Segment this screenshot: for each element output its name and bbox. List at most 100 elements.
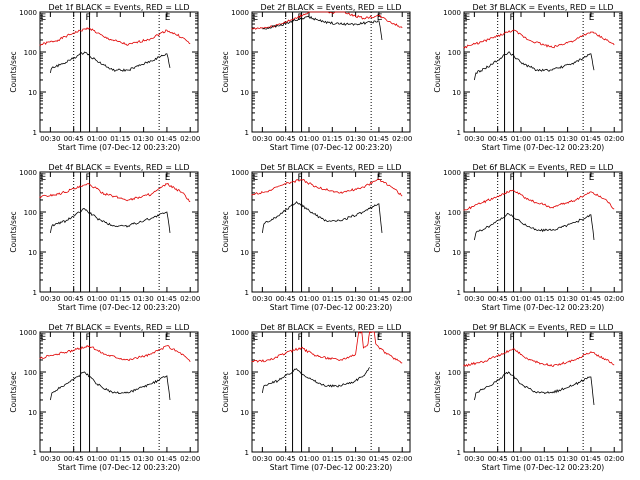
marker-label: E (377, 173, 383, 183)
x-tick-label: 00:45 (488, 295, 508, 303)
plot-frame (39, 11, 199, 133)
events-series-line (50, 371, 171, 401)
x-tick-label: 01:15 (110, 135, 130, 143)
marker-label: E (252, 173, 258, 183)
marker-label: E (464, 173, 470, 183)
x-tick-label: 01:00 (511, 455, 531, 463)
lld-series-line (463, 348, 615, 368)
marker-label: E (252, 13, 258, 23)
x-tick-label: 01:15 (110, 455, 130, 463)
plot-frame (463, 11, 623, 133)
marker-label: F (510, 13, 515, 23)
marker-label: E (589, 173, 595, 183)
y-tick-label: 10 (452, 409, 461, 417)
x-tick-label: 01:15 (322, 135, 342, 143)
x-tick-label: 02:00 (392, 135, 412, 143)
y-tick-label: 1000 (443, 329, 461, 337)
x-axis-label: Start Time (07-Dec-12 00:23:20) (482, 463, 604, 472)
x-tick-label: 01:45 (369, 135, 389, 143)
x-tick-label: 00:45 (488, 455, 508, 463)
x-tick-label: 02:00 (180, 295, 200, 303)
y-tick-label: 10 (28, 409, 37, 417)
x-tick-label: 01:30 (558, 135, 578, 143)
marker-label: E (464, 333, 470, 343)
events-series-line (474, 371, 595, 406)
y-tick-label: 1 (245, 129, 249, 137)
marker-label: E (165, 13, 171, 23)
lld-series-line (251, 11, 403, 30)
x-axis-label: Start Time (07-Dec-12 00:23:20) (58, 303, 180, 312)
panel-det-7: Det 7f BLACK = Events, RED = LLD 1 10 100 10… (9, 323, 200, 472)
x-tick-label: 00:45 (64, 135, 84, 143)
x-tick-label: 01:30 (346, 295, 366, 303)
marker-label: E (252, 333, 258, 343)
lld-series-line (463, 189, 615, 211)
y-axis-label: Counts/sec (221, 371, 230, 412)
y-tick-label: 1000 (231, 329, 249, 337)
y-tick-label: 10 (28, 249, 37, 257)
events-series-line (262, 367, 370, 393)
events-series-line (50, 51, 171, 73)
events-series-line (262, 201, 383, 233)
marker-label: E (165, 173, 171, 183)
x-tick-label: 01:45 (157, 135, 177, 143)
y-tick-label: 1000 (19, 329, 37, 337)
x-tick-label: 00:30 (464, 295, 484, 303)
x-axis-label: Start Time (07-Dec-12 00:23:20) (482, 143, 604, 152)
lld-series-line (251, 331, 403, 364)
x-tick-label: 02:00 (604, 455, 624, 463)
x-tick-label: 01:00 (511, 135, 531, 143)
events-series-line (50, 208, 171, 233)
panel-title: Det 1f BLACK = Events, RED = LLD (48, 3, 189, 12)
y-tick-label: 1 (457, 449, 461, 457)
y-tick-label: 100 (448, 49, 461, 57)
x-tick-label: 01:30 (558, 455, 578, 463)
x-tick-label: 01:15 (110, 295, 130, 303)
x-tick-label: 01:15 (534, 455, 554, 463)
x-tick-label: 00:30 (40, 455, 60, 463)
panel-title: Det 6f BLACK = Events, RED = LLD (472, 163, 613, 172)
x-tick-label: 01:30 (558, 295, 578, 303)
x-tick-label: 00:30 (252, 455, 272, 463)
x-tick-label: 01:15 (322, 295, 342, 303)
marker-label: E (40, 333, 46, 343)
y-tick-label: 10 (452, 249, 461, 257)
x-tick-label: 00:30 (40, 135, 60, 143)
marker-label: F (298, 13, 303, 23)
y-tick-label: 100 (236, 49, 249, 57)
plot-frame (251, 331, 411, 453)
x-tick-label: 01:15 (534, 295, 554, 303)
y-tick-label: 10 (28, 89, 37, 97)
y-axis-label: Counts/sec (433, 371, 442, 412)
y-tick-label: 100 (24, 209, 37, 217)
plot-frame (251, 11, 411, 133)
y-tick-label: 1 (245, 449, 249, 457)
x-tick-label: 00:30 (252, 295, 272, 303)
x-tick-label: 00:30 (464, 135, 484, 143)
x-tick-label: 01:00 (299, 135, 319, 143)
y-tick-label: 1 (457, 289, 461, 297)
y-tick-label: 1 (33, 289, 37, 297)
marker-label: E (40, 13, 46, 23)
x-axis-label: Start Time (07-Dec-12 00:23:20) (482, 303, 604, 312)
y-tick-label: 1 (245, 289, 249, 297)
x-tick-label: 02:00 (180, 135, 200, 143)
lld-series-line (463, 29, 615, 49)
y-tick-label: 10 (452, 89, 461, 97)
y-tick-label: 10 (240, 249, 249, 257)
y-axis-label: Counts/sec (9, 371, 18, 412)
panel-title: Det 4f BLACK = Events, RED = LLD (48, 163, 189, 172)
x-tick-label: 02:00 (604, 295, 624, 303)
y-tick-label: 1000 (231, 169, 249, 177)
x-tick-label: 01:45 (369, 295, 389, 303)
panel-det-5: Det 5f BLACK = Events, RED = LLD 1 10 100 10… (221, 163, 412, 312)
marker-label: E (40, 173, 46, 183)
panel-det-3: Det 3f BLACK = Events, RED = LLD 1 10 100 10… (433, 3, 624, 152)
marker-label: F (510, 333, 515, 343)
plot-frame (463, 331, 623, 453)
lld-series-line (39, 344, 191, 362)
x-tick-label: 02:00 (180, 455, 200, 463)
marker-label: F (86, 173, 91, 183)
marker-label: E (464, 13, 470, 23)
x-tick-label: 01:15 (534, 135, 554, 143)
